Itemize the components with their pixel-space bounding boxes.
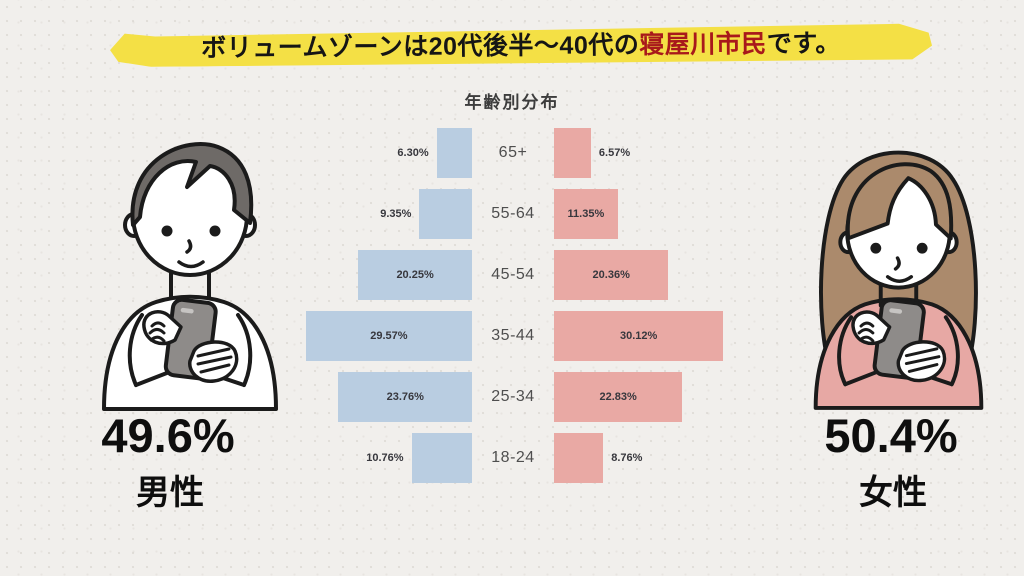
male-bar [358, 250, 472, 300]
age-group-label: 45-54 [491, 266, 535, 283]
male-bar-value: 6.30% [397, 147, 429, 159]
banner-title: ボリュームゾーンは20代後半〜40代の寝屋川市民です。 [110, 23, 932, 67]
male-bar [338, 372, 472, 422]
age-group-label: 25-34 [491, 388, 535, 405]
woman-with-phone-icon [813, 150, 984, 410]
female-bar-value: 30.12% [619, 330, 658, 342]
female-bar-value: 8.76% [611, 452, 643, 464]
male-bar [411, 433, 472, 483]
pyramid-row: 9.35% 55-64 11.35% [302, 189, 724, 239]
male-bar [419, 189, 472, 239]
female-bar [554, 189, 618, 239]
male-percentage: 49.6% [101, 409, 235, 462]
male-figure-illustration [82, 113, 300, 411]
female-label: 女性 [859, 474, 927, 512]
age-group-label: 35-44 [491, 327, 535, 344]
male-bar-value: 29.57% [370, 330, 408, 342]
female-bar-value: 20.36% [592, 269, 630, 281]
male-bar-value: 20.25% [396, 269, 434, 281]
population-pyramid-chart: 6.30% 65+ 6.57% 9.35% 55-64 11.35% 20.25% 45-54… [302, 128, 724, 483]
man-with-phone-icon [102, 142, 278, 411]
male-label: 男性 [136, 474, 204, 512]
banner-text-after: です。 [766, 29, 841, 59]
pyramid-row: 10.76% 18-24 8.76% [302, 433, 724, 483]
pyramid-row: 29.57% 35-44 30.12% [302, 311, 724, 361]
female-bar [554, 128, 591, 178]
male-bar-value: 23.76% [386, 391, 424, 403]
female-bar-value: 22.83% [599, 391, 637, 403]
pyramid-row: 23.76% 25-34 22.83% [302, 372, 724, 422]
age-group-label: 65+ [498, 144, 528, 161]
female-bar-value: 11.35% [567, 208, 605, 220]
title-banner: ボリュームゾーンは20代後半〜40代の寝屋川市民です。 [110, 23, 932, 67]
female-bar [554, 311, 724, 361]
male-bar-value: 10.76% [366, 452, 404, 464]
age-group-label: 55-64 [491, 205, 535, 222]
female-percentage: 50.4% [824, 409, 958, 462]
banner-text-highlight: 寝屋川市民 [639, 30, 767, 60]
age-group-label: 18-24 [491, 449, 535, 466]
chart-title: 年齢別分布 [464, 93, 560, 112]
male-bar [305, 311, 472, 361]
female-bar-value: 6.57% [598, 147, 631, 159]
banner-text-before: ボリュームゾーンは20代後半〜40代の [201, 31, 640, 63]
pyramid-row: 20.25% 45-54 20.36% [302, 250, 724, 300]
male-bar [436, 128, 472, 178]
female-bar [554, 433, 604, 483]
female-bar [554, 250, 669, 300]
female-figure-illustration [792, 110, 1004, 412]
female-bar [554, 372, 683, 422]
pyramid-row: 6.30% 65+ 6.57% [302, 128, 724, 178]
male-bar-value: 9.35% [380, 208, 412, 220]
